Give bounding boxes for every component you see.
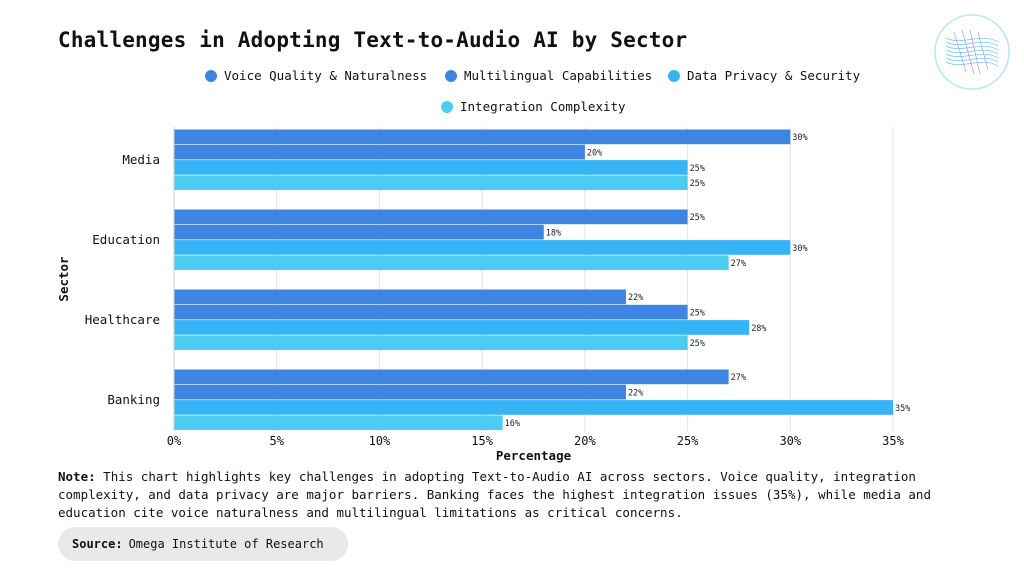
x-tick-label: 15% <box>471 434 493 448</box>
y-tick-label: Education <box>92 232 160 247</box>
bar <box>174 400 893 415</box>
x-axis-title: Percentage <box>496 448 572 463</box>
x-tick-label: 25% <box>677 434 699 448</box>
bar-value-label: 16% <box>505 419 520 429</box>
bar <box>174 144 585 160</box>
bar-value-label: 25% <box>690 308 705 318</box>
note-text: This chart highlights key challenges in … <box>58 469 931 520</box>
x-tick-label: 20% <box>574 434 596 448</box>
bar <box>174 255 729 271</box>
x-tick-label: 35% <box>882 434 904 448</box>
y-axis-title: Sector <box>56 256 71 302</box>
x-tick-label: 0% <box>167 434 182 448</box>
bar <box>174 224 544 240</box>
y-tick-label: Healthcare <box>85 312 160 327</box>
chart-title: Challenges in Adopting Text-to-Audio AI … <box>58 28 688 52</box>
bar <box>174 240 791 255</box>
source-badge: Source: Omega Institute of Research <box>58 527 348 561</box>
source-label: Source: <box>72 537 123 551</box>
bar-value-label: 25% <box>690 339 705 349</box>
bar <box>174 335 688 351</box>
bar-value-label: 22% <box>628 293 643 303</box>
y-tick-label: Banking <box>107 392 160 407</box>
bar <box>174 289 626 305</box>
bar <box>174 304 688 320</box>
bar <box>174 384 626 400</box>
bar <box>174 320 750 335</box>
bar-value-label: 28% <box>751 324 766 334</box>
bar-value-label: 25% <box>690 179 705 189</box>
bar-value-label: 25% <box>690 213 705 223</box>
bar-value-label: 18% <box>546 228 561 238</box>
bar-value-label: 30% <box>792 244 807 254</box>
bar-value-label: 30% <box>792 133 807 143</box>
bar-value-label: 27% <box>731 259 746 269</box>
bar <box>174 129 791 145</box>
bar-value-label: 35% <box>895 404 910 414</box>
source-text: Omega Institute of Research <box>128 537 324 551</box>
x-tick-label: 5% <box>269 434 284 448</box>
bar <box>174 175 688 191</box>
x-tick-label: 10% <box>369 434 391 448</box>
bar <box>174 369 729 385</box>
note-label: Note: <box>58 469 96 484</box>
bar-value-label: 20% <box>587 148 602 158</box>
bar <box>174 415 503 431</box>
chart-note: Note: This chart highlights key challeng… <box>58 468 978 522</box>
bar-chart: 0% 5% 10% 15% 20% 25% 30% 35% 30% 20% 25% 25% Media 2… <box>56 127 910 463</box>
bar <box>174 209 688 225</box>
bar-value-label: 25% <box>690 164 705 174</box>
institute-logo <box>934 14 1010 90</box>
bar-value-label: 22% <box>628 388 643 398</box>
bar <box>174 160 688 175</box>
bar-value-label: 27% <box>731 373 746 383</box>
x-tick-label: 30% <box>779 434 801 448</box>
y-tick-label: Media <box>122 152 160 167</box>
